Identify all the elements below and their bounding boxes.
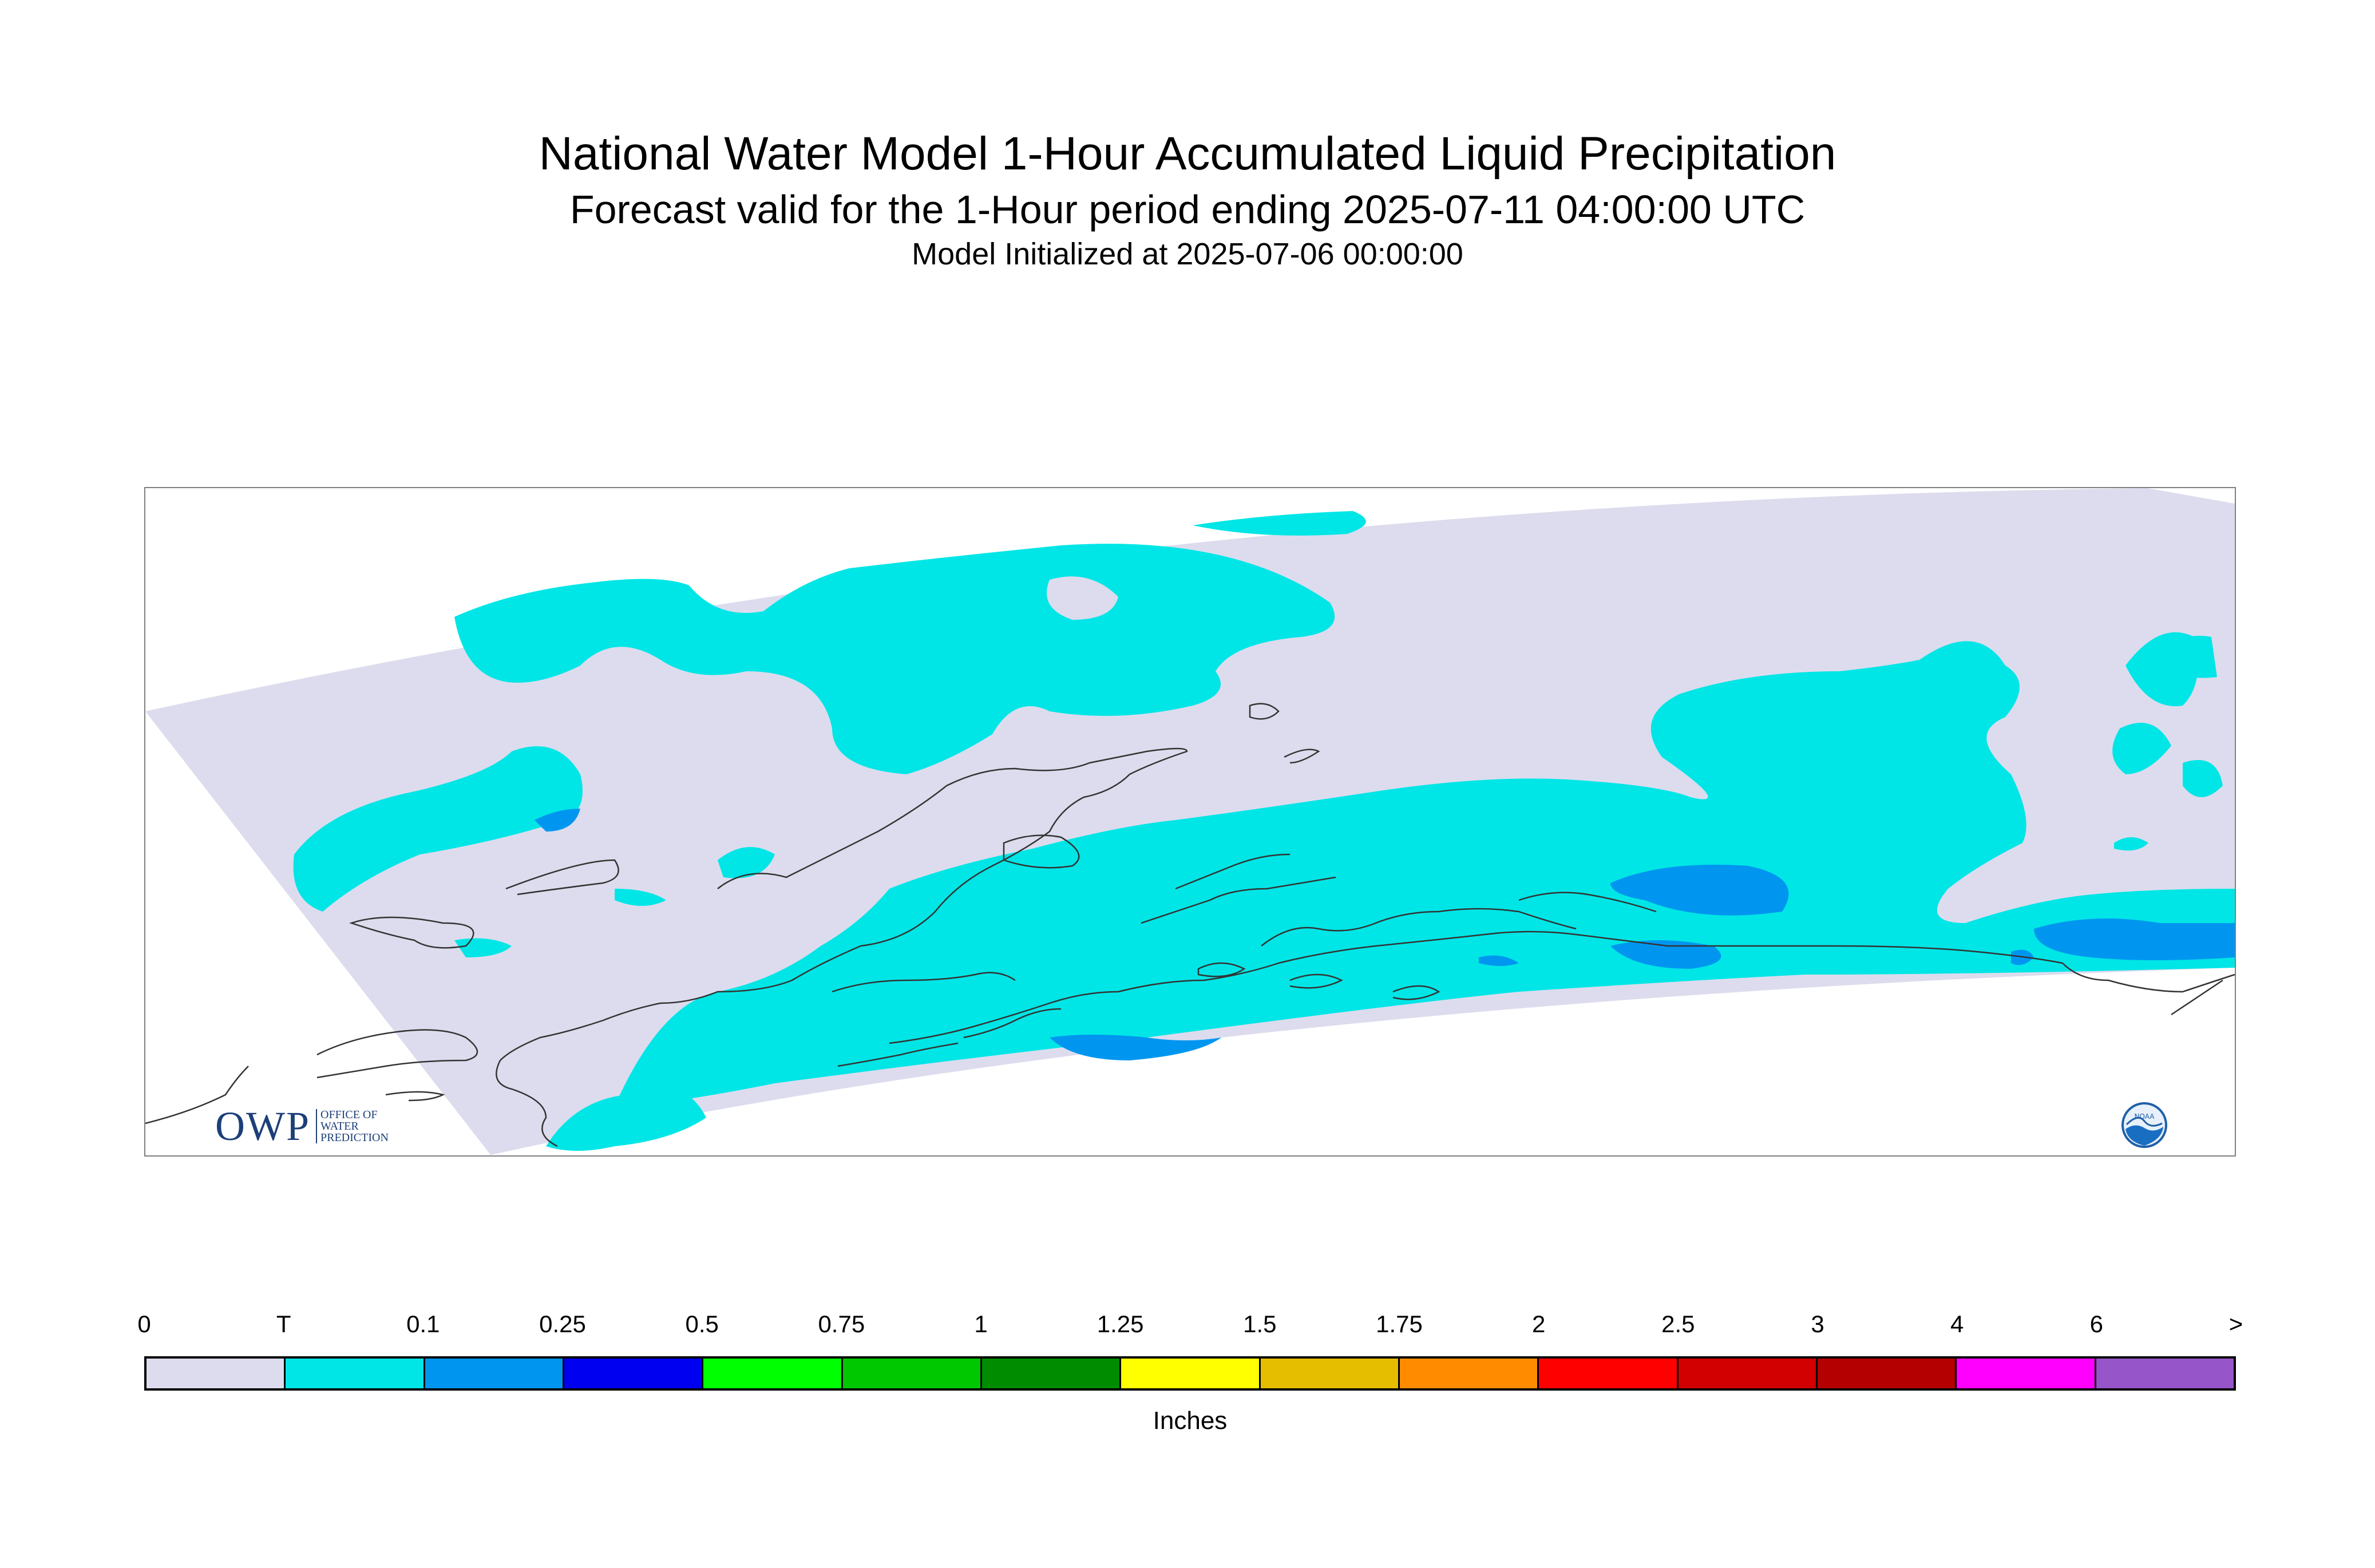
- trace-precip-regions: [293, 511, 2235, 1151]
- owp-logo-subtext: OFFICE OF WATER PREDICTION: [316, 1109, 389, 1143]
- legend-color-bar: [144, 1356, 2236, 1391]
- coastlines: [145, 703, 2235, 1147]
- page-title: National Water Model 1-Hour Accumulated …: [539, 128, 1836, 180]
- model-init-line: Model Initialized at 2025-07-06 00:00:00: [912, 237, 1463, 271]
- noaa-logo: NOAA: [2121, 1102, 2167, 1148]
- legend-swatch: [2096, 1359, 2234, 1388]
- color-legend: 0 T 0.1 0.25 0.5 0.75 1 1.25 1.5 1.75 2 2.5 3 4 6 > Inc…: [137, 1310, 2243, 1459]
- legend-swatch: [1260, 1359, 1400, 1388]
- legend-tick-label: 1.5: [1243, 1310, 1277, 1337]
- legend-tick-label: 0.75: [818, 1310, 865, 1337]
- legend-tick-label: 1: [974, 1310, 988, 1337]
- legend-swatch: [147, 1359, 286, 1388]
- legend-swatch: [1539, 1359, 1679, 1388]
- legend-swatch: [286, 1359, 425, 1388]
- legend-swatch: [1399, 1359, 1539, 1388]
- legend-swatch: [425, 1359, 564, 1388]
- svg-text:NOAA: NOAA: [2135, 1112, 2155, 1120]
- light-precip-regions: [1050, 865, 2235, 1060]
- legend-swatch: [981, 1359, 1122, 1388]
- legend-tick-label: 0: [137, 1310, 151, 1337]
- legend-swatch: [1121, 1359, 1261, 1388]
- legend-tick-label: 0.25: [539, 1310, 586, 1337]
- legend-tick-label: 2.5: [1661, 1310, 1695, 1337]
- precipitation-map: [145, 488, 2235, 1155]
- forecast-valid-subtitle: Forecast valid for the 1-Hour period end…: [569, 187, 1806, 232]
- owp-logo-text: OWP: [215, 1103, 310, 1149]
- legend-tick-label: 1.75: [1376, 1310, 1423, 1337]
- legend-tick-label: >: [2228, 1310, 2243, 1337]
- map-panel: [144, 487, 2236, 1157]
- legend-tick-label: 6: [2089, 1310, 2104, 1337]
- legend-tick-label: T: [276, 1310, 291, 1337]
- legend-tick-label: 2: [1531, 1310, 1546, 1337]
- legend-swatch: [703, 1359, 843, 1388]
- legend-swatch: [842, 1359, 982, 1388]
- legend-swatch: [1678, 1359, 1818, 1388]
- legend-tick-label: 0.1: [406, 1310, 440, 1337]
- legend-swatch: [564, 1359, 704, 1388]
- legend-tick-label: 3: [1811, 1310, 1824, 1337]
- legend-tick-label: 4: [1950, 1310, 1964, 1337]
- legend-swatch: [1817, 1359, 1957, 1388]
- owp-logo: OWP OFFICE OF WATER PREDICTION: [215, 1103, 389, 1149]
- legend-swatch: [1957, 1359, 2096, 1388]
- legend-units-label: Inches: [1153, 1407, 1228, 1435]
- outside-domain-bottom: [491, 968, 2235, 1155]
- legend-tick-label: 0.5: [685, 1310, 719, 1337]
- legend-tick-label: 1.25: [1097, 1310, 1144, 1337]
